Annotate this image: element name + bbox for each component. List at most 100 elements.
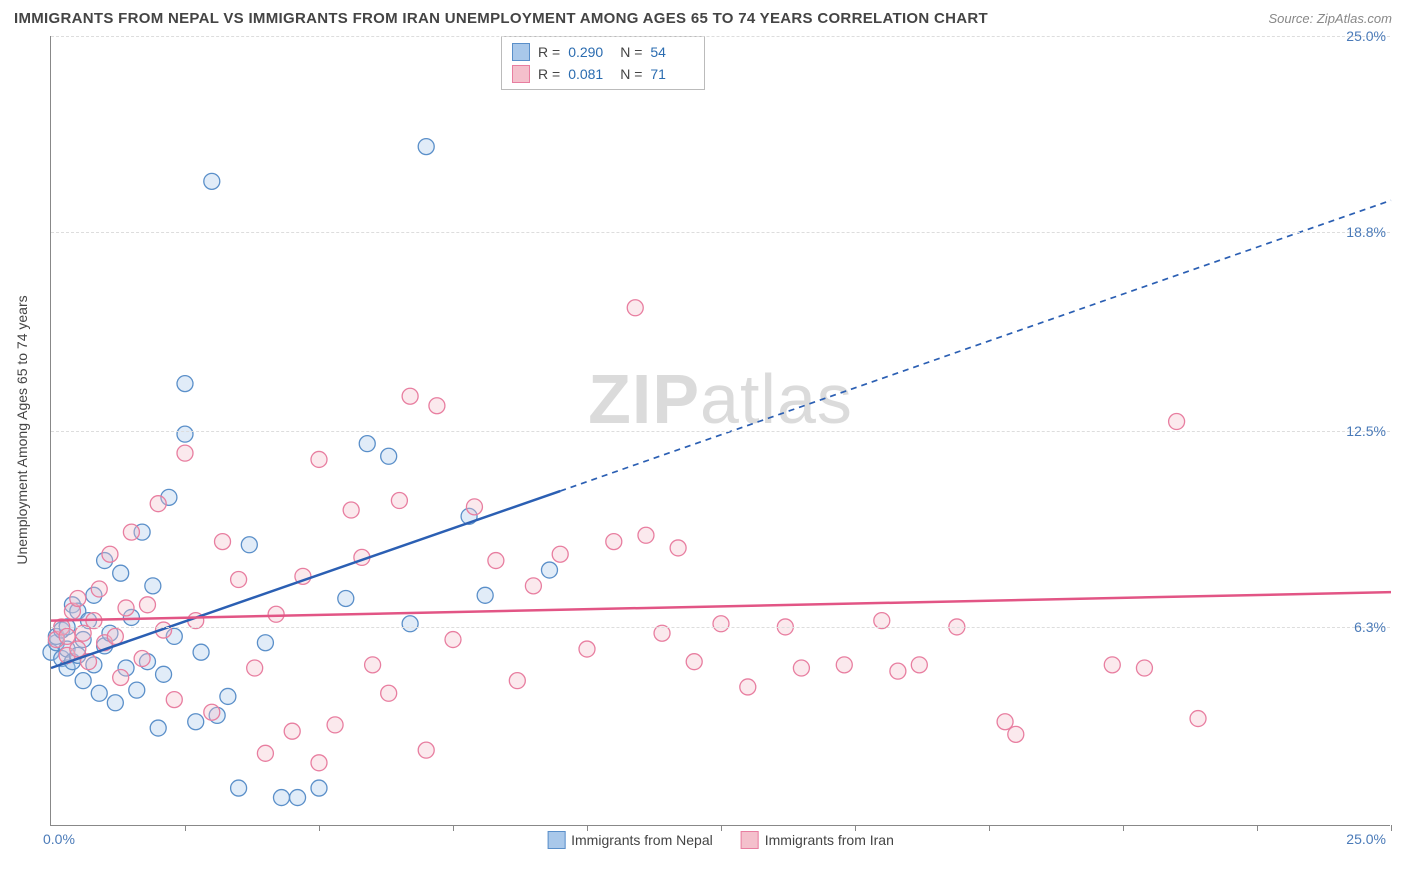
data-point bbox=[381, 685, 397, 701]
data-point bbox=[509, 673, 525, 689]
data-point bbox=[247, 660, 263, 676]
data-point bbox=[541, 562, 557, 578]
data-point bbox=[257, 635, 273, 651]
data-point bbox=[359, 436, 375, 452]
data-point bbox=[1008, 726, 1024, 742]
data-point bbox=[204, 704, 220, 720]
data-point bbox=[1104, 657, 1120, 673]
data-point bbox=[113, 669, 129, 685]
data-point bbox=[713, 616, 729, 632]
swatch-icon bbox=[741, 831, 759, 849]
data-point bbox=[107, 628, 123, 644]
source-name: ZipAtlas.com bbox=[1317, 11, 1392, 26]
swatch-icon bbox=[547, 831, 565, 849]
data-point bbox=[311, 755, 327, 771]
y-tick-label: 25.0% bbox=[1346, 28, 1386, 44]
data-point bbox=[418, 139, 434, 155]
stat-label-n: N = bbox=[620, 44, 642, 60]
data-point bbox=[338, 590, 354, 606]
chart-title: IMMIGRANTS FROM NEPAL VS IMMIGRANTS FROM… bbox=[14, 10, 988, 27]
data-point bbox=[139, 597, 155, 613]
data-point bbox=[793, 660, 809, 676]
data-point bbox=[391, 493, 407, 509]
data-point bbox=[836, 657, 852, 673]
x-tick bbox=[855, 825, 856, 831]
x-tick bbox=[453, 825, 454, 831]
data-point bbox=[488, 553, 504, 569]
y-tick-label: 18.8% bbox=[1346, 224, 1386, 240]
x-tick bbox=[721, 825, 722, 831]
data-point bbox=[107, 695, 123, 711]
data-point bbox=[997, 714, 1013, 730]
data-point bbox=[75, 673, 91, 689]
data-point bbox=[686, 654, 702, 670]
data-point bbox=[231, 780, 247, 796]
legend-item: Immigrants from Iran bbox=[741, 831, 894, 849]
legend-item: Immigrants from Nepal bbox=[547, 831, 713, 849]
x-tick bbox=[1123, 825, 1124, 831]
gridline bbox=[51, 232, 1390, 233]
data-point bbox=[284, 723, 300, 739]
swatch-icon bbox=[512, 43, 530, 61]
legend-label: Immigrants from Nepal bbox=[571, 832, 713, 848]
data-point bbox=[59, 628, 75, 644]
data-point bbox=[402, 616, 418, 632]
data-point bbox=[145, 578, 161, 594]
legend-label: Immigrants from Iran bbox=[765, 832, 894, 848]
x-tick bbox=[989, 825, 990, 831]
data-point bbox=[418, 742, 434, 758]
title-bar: IMMIGRANTS FROM NEPAL VS IMMIGRANTS FROM… bbox=[14, 10, 1392, 27]
stats-row: R = 0.290 N = 54 bbox=[512, 41, 694, 63]
data-point bbox=[552, 546, 568, 562]
data-point bbox=[525, 578, 541, 594]
stat-label-n: N = bbox=[620, 66, 642, 82]
data-point bbox=[70, 641, 86, 657]
stat-label-r: R = bbox=[538, 44, 560, 60]
stat-value-r: 0.290 bbox=[568, 44, 612, 60]
data-point bbox=[257, 745, 273, 761]
data-point bbox=[911, 657, 927, 673]
x-tick bbox=[587, 825, 588, 831]
data-point bbox=[204, 173, 220, 189]
data-point bbox=[670, 540, 686, 556]
gridline bbox=[51, 627, 1390, 628]
stat-label-r: R = bbox=[538, 66, 560, 82]
data-point bbox=[627, 300, 643, 316]
data-point bbox=[402, 388, 418, 404]
data-point bbox=[188, 714, 204, 730]
trend-line bbox=[51, 491, 560, 668]
data-point bbox=[343, 502, 359, 518]
data-point bbox=[381, 448, 397, 464]
data-point bbox=[445, 632, 461, 648]
stat-value-n: 71 bbox=[650, 66, 694, 82]
data-point bbox=[740, 679, 756, 695]
data-point bbox=[327, 717, 343, 733]
data-point bbox=[150, 496, 166, 512]
data-point bbox=[638, 527, 654, 543]
data-point bbox=[365, 657, 381, 673]
data-point bbox=[290, 790, 306, 806]
data-point bbox=[1136, 660, 1152, 676]
trend-line-dashed bbox=[560, 200, 1391, 491]
data-point bbox=[311, 451, 327, 467]
data-point bbox=[177, 376, 193, 392]
data-point bbox=[166, 692, 182, 708]
data-point bbox=[579, 641, 595, 657]
data-point bbox=[134, 651, 150, 667]
data-point bbox=[466, 499, 482, 515]
x-tick bbox=[1257, 825, 1258, 831]
bottom-legend: Immigrants from Nepal Immigrants from Ir… bbox=[547, 831, 894, 849]
data-point bbox=[429, 398, 445, 414]
gridline bbox=[51, 431, 1390, 432]
data-point bbox=[156, 666, 172, 682]
stat-value-n: 54 bbox=[650, 44, 694, 60]
data-point bbox=[113, 565, 129, 581]
x-tick bbox=[1391, 825, 1392, 831]
source-attribution: Source: ZipAtlas.com bbox=[1268, 11, 1392, 26]
data-point bbox=[268, 606, 284, 622]
data-point bbox=[177, 445, 193, 461]
data-point bbox=[123, 524, 139, 540]
data-point bbox=[118, 600, 134, 616]
gridline bbox=[51, 36, 1390, 37]
x-max-label: 25.0% bbox=[1346, 831, 1386, 847]
